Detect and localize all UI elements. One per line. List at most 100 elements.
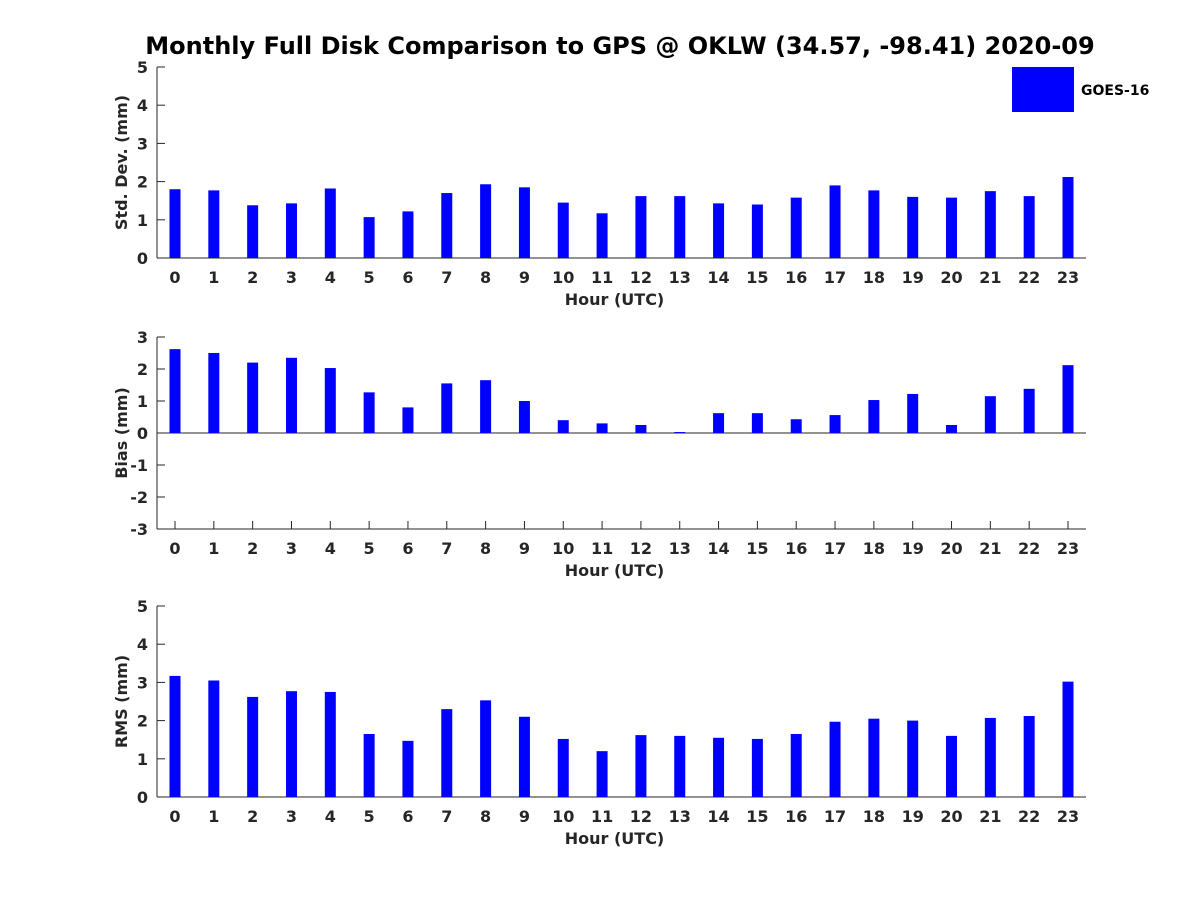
x-tick-label: 11 bbox=[591, 807, 613, 826]
x-tick-label: 15 bbox=[746, 807, 768, 826]
x-tick-label: 13 bbox=[669, 807, 691, 826]
y-tick-label: 3 bbox=[137, 328, 148, 347]
y-tick-label: 4 bbox=[137, 635, 148, 654]
y-tick-label: 3 bbox=[137, 134, 148, 153]
x-tick-label: 9 bbox=[519, 807, 530, 826]
x-tick-label: 0 bbox=[169, 807, 180, 826]
x-tick-label: 5 bbox=[364, 268, 375, 287]
x-tick-label: 13 bbox=[669, 539, 691, 558]
x-tick-label: 1 bbox=[208, 268, 219, 287]
bar-hour-21 bbox=[984, 396, 996, 433]
x-tick-label: 16 bbox=[785, 268, 807, 287]
x-tick-label: 14 bbox=[707, 268, 729, 287]
x-tick-label: 2 bbox=[247, 268, 258, 287]
y-tick-label: 1 bbox=[137, 211, 148, 230]
bar-hour-10 bbox=[557, 202, 569, 258]
bar-hour-12 bbox=[635, 735, 647, 797]
x-tick-label: 19 bbox=[902, 539, 924, 558]
x-tick-label: 22 bbox=[1018, 268, 1040, 287]
x-tick-label: 14 bbox=[707, 539, 729, 558]
bar-hour-11 bbox=[596, 751, 608, 797]
x-axis-label: Hour (UTC) bbox=[565, 829, 665, 848]
x-tick-label: 17 bbox=[824, 807, 846, 826]
y-tick-label: 2 bbox=[137, 360, 148, 379]
y-tick-label: 1 bbox=[137, 750, 148, 769]
bar-hour-11 bbox=[596, 423, 608, 433]
y-tick-label: -3 bbox=[130, 520, 148, 539]
bar-hour-18 bbox=[868, 718, 880, 797]
x-tick-label: 5 bbox=[364, 539, 375, 558]
x-tick-label: 4 bbox=[325, 539, 336, 558]
x-tick-label: 11 bbox=[591, 268, 613, 287]
x-tick-label: 1 bbox=[208, 807, 219, 826]
y-tick-label: 0 bbox=[137, 788, 148, 807]
bar-hour-4 bbox=[324, 188, 336, 258]
x-tick-label: 7 bbox=[441, 539, 452, 558]
bar-hour-1 bbox=[208, 680, 220, 797]
bar-hour-13 bbox=[674, 735, 686, 797]
bar-hour-18 bbox=[868, 190, 880, 258]
x-tick-label: 12 bbox=[630, 268, 652, 287]
bar-hour-2 bbox=[247, 205, 259, 258]
bar-hour-8 bbox=[480, 700, 492, 797]
bar-hour-9 bbox=[518, 716, 530, 797]
x-tick-label: 3 bbox=[286, 268, 297, 287]
bar-hour-10 bbox=[557, 738, 569, 797]
bar-hour-5 bbox=[363, 392, 375, 433]
x-tick-label: 7 bbox=[441, 268, 452, 287]
x-tick-label: 4 bbox=[325, 268, 336, 287]
x-tick-label: 19 bbox=[902, 268, 924, 287]
x-tick-label: 17 bbox=[824, 539, 846, 558]
bar-hour-13 bbox=[674, 432, 686, 434]
x-tick-label: 23 bbox=[1057, 268, 1079, 287]
bar-hour-22 bbox=[1023, 716, 1035, 797]
bar-hour-8 bbox=[480, 184, 492, 258]
x-tick-label: 19 bbox=[902, 807, 924, 826]
legend: GOES-16 bbox=[1012, 67, 1149, 112]
bar-hour-20 bbox=[946, 425, 958, 433]
x-tick-label: 1 bbox=[208, 539, 219, 558]
x-tick-label: 17 bbox=[824, 268, 846, 287]
x-tick-label: 11 bbox=[591, 539, 613, 558]
y-tick-label: 5 bbox=[137, 58, 148, 77]
x-tick-label: 9 bbox=[519, 539, 530, 558]
bar-hour-6 bbox=[402, 740, 414, 797]
bar-hour-7 bbox=[441, 709, 453, 797]
x-tick-label: 21 bbox=[979, 807, 1001, 826]
x-tick-label: 3 bbox=[286, 539, 297, 558]
bar-hour-23 bbox=[1062, 365, 1074, 433]
x-tick-label: 2 bbox=[247, 539, 258, 558]
bar-hour-1 bbox=[208, 190, 220, 258]
bar-hour-19 bbox=[907, 196, 919, 258]
x-tick-label: 22 bbox=[1018, 807, 1040, 826]
x-tick-label: 4 bbox=[325, 807, 336, 826]
bar-hour-6 bbox=[402, 211, 414, 258]
x-tick-label: 18 bbox=[863, 268, 885, 287]
chart-title: Monthly Full Disk Comparison to GPS @ OK… bbox=[145, 32, 1094, 60]
x-tick-label: 23 bbox=[1057, 807, 1079, 826]
bar-hour-20 bbox=[946, 735, 958, 797]
x-tick-label: 16 bbox=[785, 807, 807, 826]
bar-hour-12 bbox=[635, 425, 647, 433]
x-tick-label: 8 bbox=[480, 807, 491, 826]
bar-hour-13 bbox=[674, 196, 686, 258]
x-tick-label: 8 bbox=[480, 539, 491, 558]
bar-hour-5 bbox=[363, 217, 375, 258]
x-tick-label: 20 bbox=[940, 268, 962, 287]
x-tick-label: 6 bbox=[402, 807, 413, 826]
bar-hour-5 bbox=[363, 733, 375, 797]
x-tick-label: 10 bbox=[552, 268, 574, 287]
x-tick-label: 6 bbox=[402, 268, 413, 287]
x-tick-label: 12 bbox=[630, 539, 652, 558]
bar-hour-16 bbox=[790, 733, 802, 797]
x-tick-label: 16 bbox=[785, 539, 807, 558]
x-tick-label: 8 bbox=[480, 268, 491, 287]
x-tick-label: 22 bbox=[1018, 539, 1040, 558]
x-tick-label: 6 bbox=[402, 539, 413, 558]
x-tick-label: 20 bbox=[940, 807, 962, 826]
x-tick-label: 0 bbox=[169, 268, 180, 287]
y-tick-label: -2 bbox=[130, 488, 148, 507]
bar-hour-14 bbox=[713, 737, 725, 797]
